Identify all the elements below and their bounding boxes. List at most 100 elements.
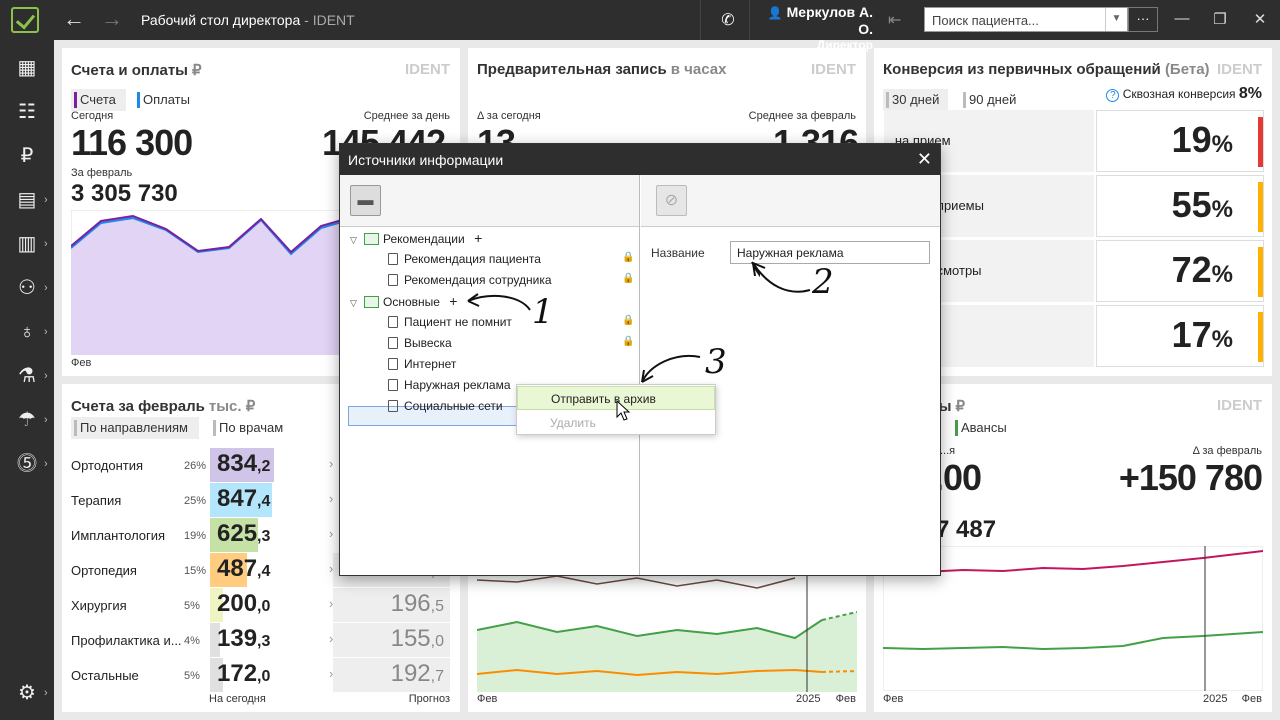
- ruble-person-icon[interactable]: ⓹ ›: [17, 453, 48, 475]
- minimize-button[interactable]: —: [1174, 10, 1190, 27]
- add-icon[interactable]: +: [474, 230, 483, 246]
- tree-item[interactable]: Пациент не помнит: [388, 312, 512, 332]
- ident-label: IDENT: [1217, 397, 1262, 414]
- details-toolbar: ⊘: [641, 175, 940, 227]
- user-info[interactable]: 👤 Меркулов А. О. Директор: [758, 4, 873, 53]
- x-axis-label: 2025: [1203, 693, 1228, 705]
- panel-title: Счета за февраль тыс. ₽: [71, 398, 256, 415]
- direction-row[interactable]: Остальные 5% 172,0 › 192,7: [71, 658, 450, 692]
- direction-row[interactable]: Хирургия 5% 200,0 › 196,5: [71, 588, 450, 622]
- back-button[interactable]: ←: [63, 6, 85, 31]
- tab-payments[interactable]: Оплаты: [134, 89, 204, 111]
- month-label: За февраль: [71, 167, 133, 179]
- people-icon[interactable]: ⚇ ›: [18, 277, 48, 299]
- patient-search-input[interactable]: Поиск пациента... ▼: [924, 7, 1128, 32]
- footer-forecast: Прогноз: [408, 693, 450, 705]
- forward-button[interactable]: →: [101, 6, 123, 31]
- annotation-2: 2: [812, 262, 834, 302]
- tab-30-days[interactable]: 30 дней: [883, 89, 948, 111]
- send-to-archive-menu-item[interactable]: Отправить в архив: [517, 386, 715, 410]
- panel-title: Конверсия из первичных обращений (Бета): [883, 61, 1210, 78]
- ruble-icon[interactable]: ₽: [20, 145, 34, 167]
- title-bar: ← → Рабочий стол директора - IDENT ✆ 👤 М…: [0, 0, 1280, 52]
- add-icon[interactable]: +: [449, 293, 458, 309]
- chevron-down-icon[interactable]: ▼: [1105, 8, 1127, 31]
- help-icon[interactable]: ?: [1106, 89, 1120, 102]
- tab-by-direction[interactable]: По направлениям: [71, 417, 199, 439]
- tree-item[interactable]: Социальные сети: [388, 396, 503, 416]
- insurance-icon[interactable]: ☂ ›: [18, 409, 48, 431]
- user-icon: 👤: [767, 6, 783, 20]
- maximize-button[interactable]: ❐: [1213, 11, 1227, 28]
- ident-label: IDENT: [1217, 61, 1262, 78]
- reports-icon[interactable]: ▥ ›: [17, 233, 48, 255]
- lock-icon: 🔒: [622, 315, 635, 326]
- archive-icon[interactable]: ▬: [350, 185, 381, 216]
- avg-label: Среднее за день: [363, 110, 450, 122]
- tree-item[interactable]: Рекомендация сотрудника: [388, 270, 552, 290]
- today-label: Сегодня: [71, 110, 114, 122]
- direction-row[interactable]: Имплантология 19% 625,3 ›: [71, 518, 450, 552]
- tab-advances[interactable]: Авансы: [952, 417, 1022, 439]
- annotation-arrow-2: [752, 262, 811, 293]
- ident-label: IDENT: [811, 61, 856, 78]
- avg-label: Среднее за февраль: [748, 110, 856, 122]
- sidebar: ▦ ☷ ₽ ▤ › ▥ › ⚇ › ♁ › ⚗ › ☂ › ⓹ › ⚙ ›: [0, 40, 54, 720]
- month-value: 3 305 730: [71, 180, 178, 207]
- logout-icon[interactable]: ⇤: [888, 12, 902, 29]
- delta-label: Δ за февраль: [1192, 445, 1262, 457]
- delete-menu-item[interactable]: Удалить: [550, 416, 596, 430]
- schedule-icon[interactable]: ☷: [18, 101, 36, 123]
- footer-today: На сегодня: [209, 693, 266, 705]
- tree-item-selected[interactable]: Наружная реклама: [388, 375, 511, 395]
- divider: [700, 0, 701, 40]
- lock-icon: 🔒: [622, 252, 635, 263]
- tab-90-days[interactable]: 90 дней: [960, 89, 1030, 111]
- tree-item[interactable]: Интернет: [388, 354, 456, 374]
- through-conversion: ? Сквозная конверсия 8%: [1106, 85, 1262, 103]
- annotation-3: 3: [705, 342, 727, 382]
- tooth-icon[interactable]: ♁ ›: [19, 321, 48, 343]
- name-input[interactable]: Наружная реклама: [730, 241, 930, 264]
- x-axis-label: Фев: [1241, 693, 1262, 705]
- tab-by-doctor[interactable]: По врачам: [210, 417, 300, 439]
- lock-icon: 🔒: [622, 273, 635, 284]
- user-name: Меркулов А. О.: [786, 4, 873, 37]
- context-menu: Отправить в архив Удалить: [516, 384, 716, 435]
- info-sources-dialog: Источники информации ✕ ▬ ▽ Рекомендации +…: [339, 143, 941, 576]
- appointment-chart: [477, 574, 857, 692]
- x-axis-label: Фев: [71, 357, 92, 369]
- direction-row[interactable]: Терапия 25% 847,4 ›: [71, 483, 450, 517]
- sources-tree-pane: ▬ ▽ Рекомендации + Рекомендация пациента …: [340, 175, 640, 575]
- value-label: ...я: [940, 445, 956, 457]
- tree-item[interactable]: Рекомендация пациента: [388, 249, 541, 269]
- calendar-icon[interactable]: ▦: [17, 57, 37, 79]
- direction-row[interactable]: Ортодонтия 26% 834,2 ›: [71, 448, 450, 482]
- documents-icon[interactable]: ▤ ›: [17, 189, 48, 211]
- tab-invoices[interactable]: Счета: [71, 89, 126, 111]
- disabled-icon[interactable]: ⊘: [656, 185, 687, 216]
- direction-row[interactable]: Профилактика и... 4% 139,3 › 155,0: [71, 623, 450, 657]
- invoices-chart: [71, 210, 349, 355]
- tree-toolbar: ▬: [340, 175, 639, 227]
- settings-icon[interactable]: ⚙ ›: [18, 682, 48, 704]
- advances-panel: ...авансы₽ IDENT Авансы ...я ...00 Δ за …: [874, 384, 1272, 712]
- phone-icon[interactable]: ✆: [721, 12, 735, 29]
- close-button[interactable]: ✕: [1253, 11, 1267, 28]
- tree-folder-main[interactable]: ▽ Основные +: [350, 293, 458, 309]
- dialog-close-icon[interactable]: ✕: [916, 149, 932, 169]
- lock-icon: 🔒: [622, 336, 635, 347]
- app-logo-icon: [11, 7, 39, 33]
- x-axis-label: 2025: [796, 693, 821, 705]
- advances-chart: [883, 546, 1263, 691]
- x-axis-label: Фев: [883, 693, 904, 705]
- tree-item[interactable]: Вывеска: [388, 333, 452, 353]
- source-details-pane: ⊘ Название Наружная реклама: [641, 175, 940, 575]
- conversion-row: ...ы с ИИ17%: [884, 305, 1264, 367]
- panel-title: Предварительная запись в часах: [477, 61, 727, 78]
- more-button[interactable]: ···: [1128, 7, 1158, 32]
- tree-folder-recommendations[interactable]: ▽ Рекомендации +: [350, 230, 483, 246]
- lab-icon[interactable]: ⚗ ›: [18, 365, 48, 387]
